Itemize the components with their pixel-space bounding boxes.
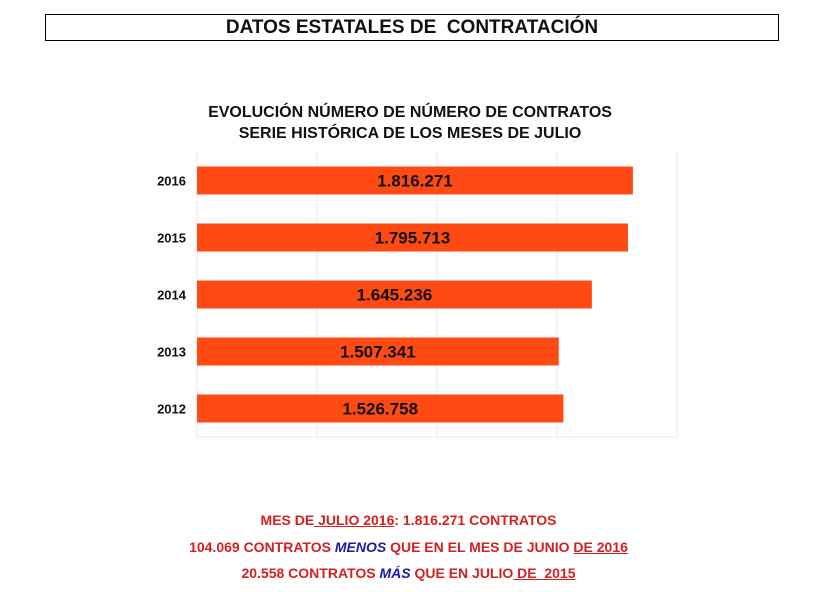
- footer-line-3-text-a: 20.558 CONTRATOS: [241, 565, 380, 581]
- bar: [197, 280, 592, 309]
- footer-line-3: 20.558 CONTRATOS MÁS QUE EN JULIO DE 201…: [0, 565, 817, 581]
- bar: [197, 337, 559, 366]
- y-tick-label: 2016: [157, 174, 186, 189]
- chart-subtitle: SERIE HISTÓRICA DE LOS MESES DE JULIO: [238, 125, 582, 142]
- footer-line-2-text-a: 104.069 CONTRATOS: [189, 539, 335, 555]
- data-label: 1.816.271: [377, 172, 453, 191]
- footer-line-1-month: JULIO 2016: [314, 512, 395, 528]
- data-label: 1.795.713: [375, 229, 451, 248]
- chart-title: EVOLUCIÓN NÚMERO DE NÚMERO DE CONTRATOS: [208, 104, 612, 121]
- bar: [197, 166, 633, 195]
- bar: [197, 394, 564, 423]
- footer-line-1-text-c: : 1.816.271 CONTRATOS: [394, 512, 557, 528]
- footer-line-3-text-c: QUE EN JULIO: [410, 565, 514, 581]
- footer-line-3-year: DE 2015: [513, 565, 576, 581]
- footer-line-1: MES DE JULIO 2016: 1.816.271 CONTRATOS: [0, 512, 817, 528]
- y-tick-label: 2015: [157, 231, 186, 246]
- data-label: 1.507.341: [340, 343, 416, 362]
- footer-line-3-mas: MÁS: [379, 565, 411, 581]
- y-tick-label: 2012: [157, 402, 186, 417]
- page-title: DATOS ESTATALES DE CONTRATACIÓN: [45, 14, 779, 41]
- y-tick-label: 2014: [157, 288, 187, 303]
- footer-line-2-year: DE 2016: [573, 539, 628, 555]
- footer-line-2-text-c: QUE EN EL MES DE JUNIO: [386, 539, 574, 555]
- footer-line-1-text-a: MES DE: [260, 512, 315, 528]
- footer-line-2-menos: MENOS: [334, 539, 387, 555]
- data-label: 1.526.758: [342, 400, 418, 419]
- data-label: 1.645.236: [357, 286, 433, 305]
- footer-line-2: 104.069 CONTRATOS MENOS QUE EN EL MES DE…: [0, 539, 817, 555]
- y-tick-label: 2013: [157, 345, 186, 360]
- bar: [197, 223, 628, 252]
